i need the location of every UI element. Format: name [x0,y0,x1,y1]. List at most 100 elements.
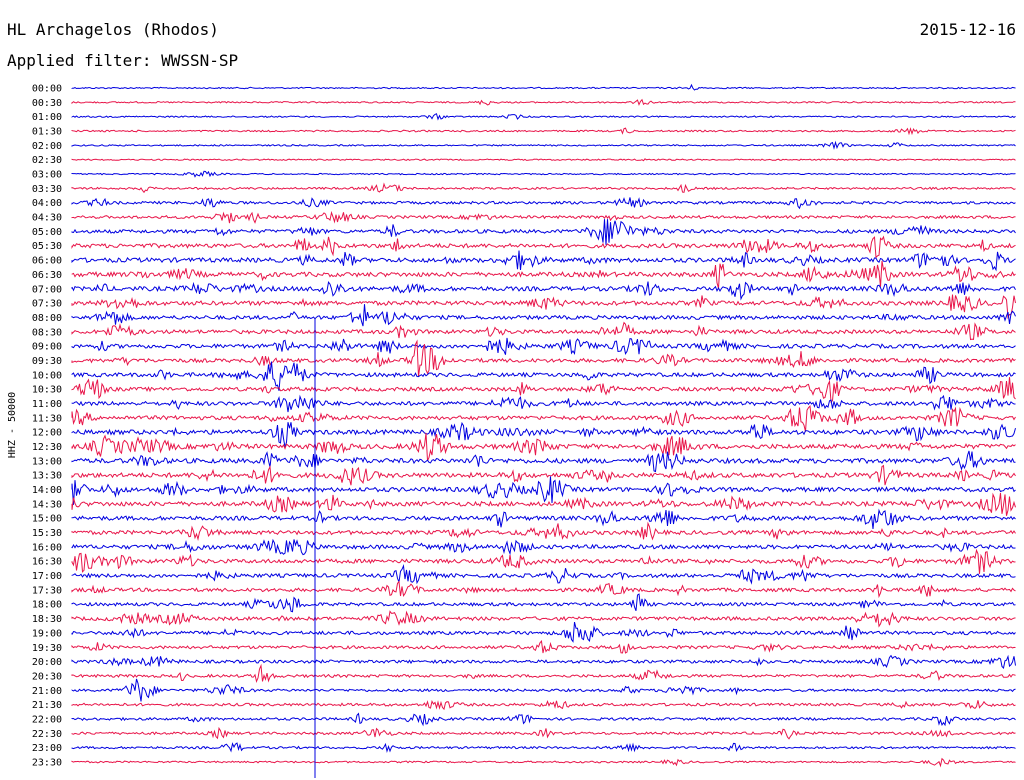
seismic-trace-1730 [71,580,1016,599]
seismic-trace-1930 [71,639,1016,654]
row-label: 20:30 [32,671,62,682]
row-label: 07:00 [32,284,62,295]
row-label: 07:30 [32,299,62,310]
row-label: 09:30 [32,356,62,367]
record-date: 2015-12-16 [919,20,1016,39]
seismic-trace-0300 [71,170,1016,178]
row-label: 04:00 [32,198,62,209]
row-label: 10:30 [32,385,62,396]
row-label: 17:30 [32,585,62,596]
row-label: 12:00 [32,428,62,439]
seismic-trace-1900 [71,621,1016,643]
seismic-trace-1330 [71,464,1016,486]
row-label: 06:30 [32,270,62,281]
row-label: 02:00 [32,141,62,152]
seismic-trace-0530 [71,235,1016,259]
row-label: 04:30 [32,213,62,224]
seismic-trace-1230 [71,432,1016,462]
seismic-trace-1700 [71,564,1016,585]
row-label: 10:00 [32,370,62,381]
row-label: 22:30 [32,729,62,740]
row-label: 12:30 [32,442,62,453]
seismic-trace-0230 [71,158,1016,162]
seismic-trace-0600 [71,250,1016,272]
row-label: 01:30 [32,127,62,138]
seismic-trace-0800 [71,304,1016,327]
seismic-trace-1130 [71,404,1016,432]
seismic-trace-0830 [71,321,1016,341]
row-label: 00:00 [32,84,62,95]
seismic-trace-0000 [71,83,1016,91]
row-label: 03:00 [32,170,62,181]
seismic-trace-1030 [71,377,1016,403]
seismic-trace-0100 [71,113,1016,121]
row-label: 21:00 [32,686,62,697]
seismic-trace-1600 [71,538,1016,556]
seismic-trace-1830 [71,610,1016,628]
seismic-trace-0030 [71,98,1016,106]
seismogram-traces [71,83,1016,778]
seismic-trace-2230 [71,726,1016,740]
time-row-labels: 00:00 00:30 01:00 01:30 02:00 02:30 03:00 03:30… [32,84,62,769]
row-label: 14:00 [32,485,62,496]
row-label: 15:30 [32,528,62,539]
seismic-trace-1530 [71,521,1016,541]
seismic-trace-0400 [71,197,1016,210]
seismic-trace-0130 [71,127,1016,136]
seismic-trace-1000 [71,361,1016,391]
row-label: 23:00 [32,743,62,754]
row-label: 01:00 [32,112,62,123]
channel-label: HHZ - 50000 [7,392,18,458]
row-label: 18:00 [32,600,62,611]
seismic-trace-1800 [71,593,1016,613]
seismic-trace-2030 [71,663,1016,684]
row-label: 08:30 [32,327,62,338]
row-label: 22:00 [32,714,62,725]
seismic-trace-0630 [71,260,1016,289]
row-label: 08:00 [32,313,62,324]
row-label: 19:30 [32,643,62,654]
row-label: 02:30 [32,155,62,166]
seismic-trace-1630 [71,548,1016,574]
seismic-trace-0430 [71,210,1016,224]
seismic-trace-0730 [71,294,1016,320]
applied-filter: Applied filter: WWSSN-SP [7,51,239,70]
row-label: 09:00 [32,342,62,353]
row-label: 00:30 [32,98,62,109]
row-label: 16:30 [32,557,62,568]
row-label: 16:00 [32,542,62,553]
seismic-trace-1400 [71,476,1016,505]
row-label: 23:30 [32,757,62,768]
seismic-trace-0700 [71,281,1016,301]
seismic-trace-1200 [71,421,1016,448]
row-label: 21:30 [32,700,62,711]
seismic-trace-2300 [71,742,1016,753]
seismic-trace-0900 [71,337,1016,356]
row-label: 13:30 [32,471,62,482]
row-label: 14:30 [32,499,62,510]
seismic-trace-2100 [71,678,1016,702]
row-label: 15:00 [32,514,62,525]
seismic-trace-0200 [71,140,1016,150]
row-label: 03:30 [32,184,62,195]
seismic-trace-1500 [71,508,1016,530]
seismic-trace-2130 [71,699,1016,711]
seismic-trace-0930 [71,339,1016,377]
station-title: HL Archagelos (Rhodos) [7,20,219,39]
seismic-trace-1430 [71,492,1016,516]
row-label: 19:00 [32,628,62,639]
row-label: 18:30 [32,614,62,625]
row-label: 13:00 [32,456,62,467]
row-label: 11:00 [32,399,62,410]
seismic-trace-2200 [71,712,1016,727]
seismic-trace-0500 [71,219,1016,245]
seismic-trace-1300 [71,450,1016,473]
seismic-trace-2330 [71,757,1016,768]
row-label: 11:30 [32,413,62,424]
seismic-trace-0330 [71,182,1016,194]
row-label: 05:00 [32,227,62,238]
seismic-trace-1100 [71,394,1016,413]
row-label: 05:30 [32,241,62,252]
row-label: 20:00 [32,657,62,668]
